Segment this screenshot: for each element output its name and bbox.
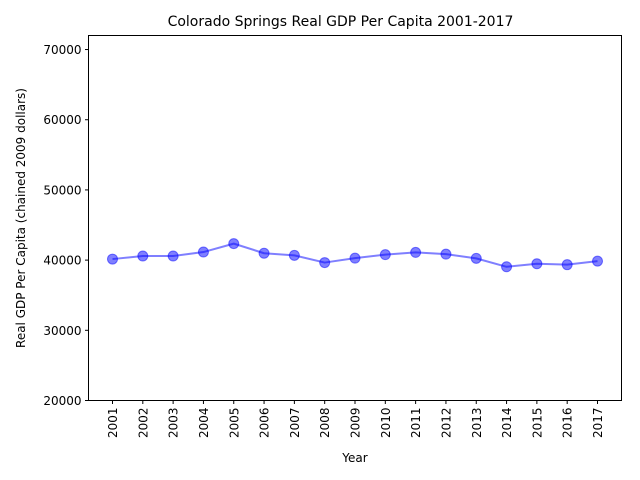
data-point-2014 [501, 261, 513, 273]
data-point-2016 [561, 259, 573, 271]
plot-area [107, 238, 603, 273]
data-point-2010 [379, 249, 391, 261]
x-tick-label: 2011 [409, 408, 423, 439]
data-point-2017 [592, 255, 603, 267]
y-tick-label: 50000 [43, 183, 81, 197]
y-tick-label: 30000 [43, 324, 81, 338]
x-tick-label: 2016 [561, 408, 575, 439]
x-axis: 2001 2002 2003 2004 2005 2006 2007 2008 2009 2010… [106, 400, 605, 439]
x-tick-label: 2014 [500, 408, 514, 439]
y-tick-label: 60000 [43, 113, 81, 127]
x-tick-label: 2006 [258, 408, 272, 439]
x-tick-label: 2002 [136, 408, 150, 439]
x-tick-label: 2003 [167, 408, 181, 439]
data-point-2006 [258, 247, 270, 259]
data-point-2003 [167, 250, 179, 262]
y-axis-title: Real GDP Per Capita (chained 2009 dollar… [14, 88, 28, 348]
data-point-2015 [531, 258, 543, 270]
x-tick-label: 2015 [530, 408, 544, 439]
data-point-2013 [470, 252, 482, 264]
chart-title: Colorado Springs Real GDP Per Capita 200… [168, 14, 514, 30]
x-tick-label: 2012 [439, 408, 453, 439]
y-tick-label: 70000 [43, 43, 81, 57]
x-tick-label: 2004 [197, 408, 211, 439]
x-tick-label: 2009 [349, 408, 363, 439]
x-tick-label: 2001 [106, 408, 120, 439]
data-point-2008 [319, 257, 331, 269]
data-point-2009 [349, 252, 361, 264]
x-tick-label: 2007 [288, 408, 302, 439]
data-point-2004 [197, 246, 209, 258]
y-tick-label: 40000 [43, 254, 81, 268]
x-tick-label: 2010 [379, 408, 393, 439]
x-tick-label: 2005 [227, 408, 241, 439]
data-point-2002 [137, 250, 149, 262]
x-axis-title: Year [341, 451, 367, 465]
data-point-2007 [288, 249, 300, 261]
y-tick-label: 20000 [43, 394, 81, 408]
x-tick-label: 2017 [591, 408, 605, 439]
x-tick-label: 2013 [470, 408, 484, 439]
data-point-2011 [410, 246, 422, 258]
data-point-2012 [440, 248, 452, 260]
x-tick-label: 2008 [318, 408, 332, 439]
data-point-2005 [228, 238, 240, 250]
y-axis: 20000 30000 40000 50000 60000 70000 [43, 43, 89, 408]
data-point-2001 [107, 253, 118, 265]
